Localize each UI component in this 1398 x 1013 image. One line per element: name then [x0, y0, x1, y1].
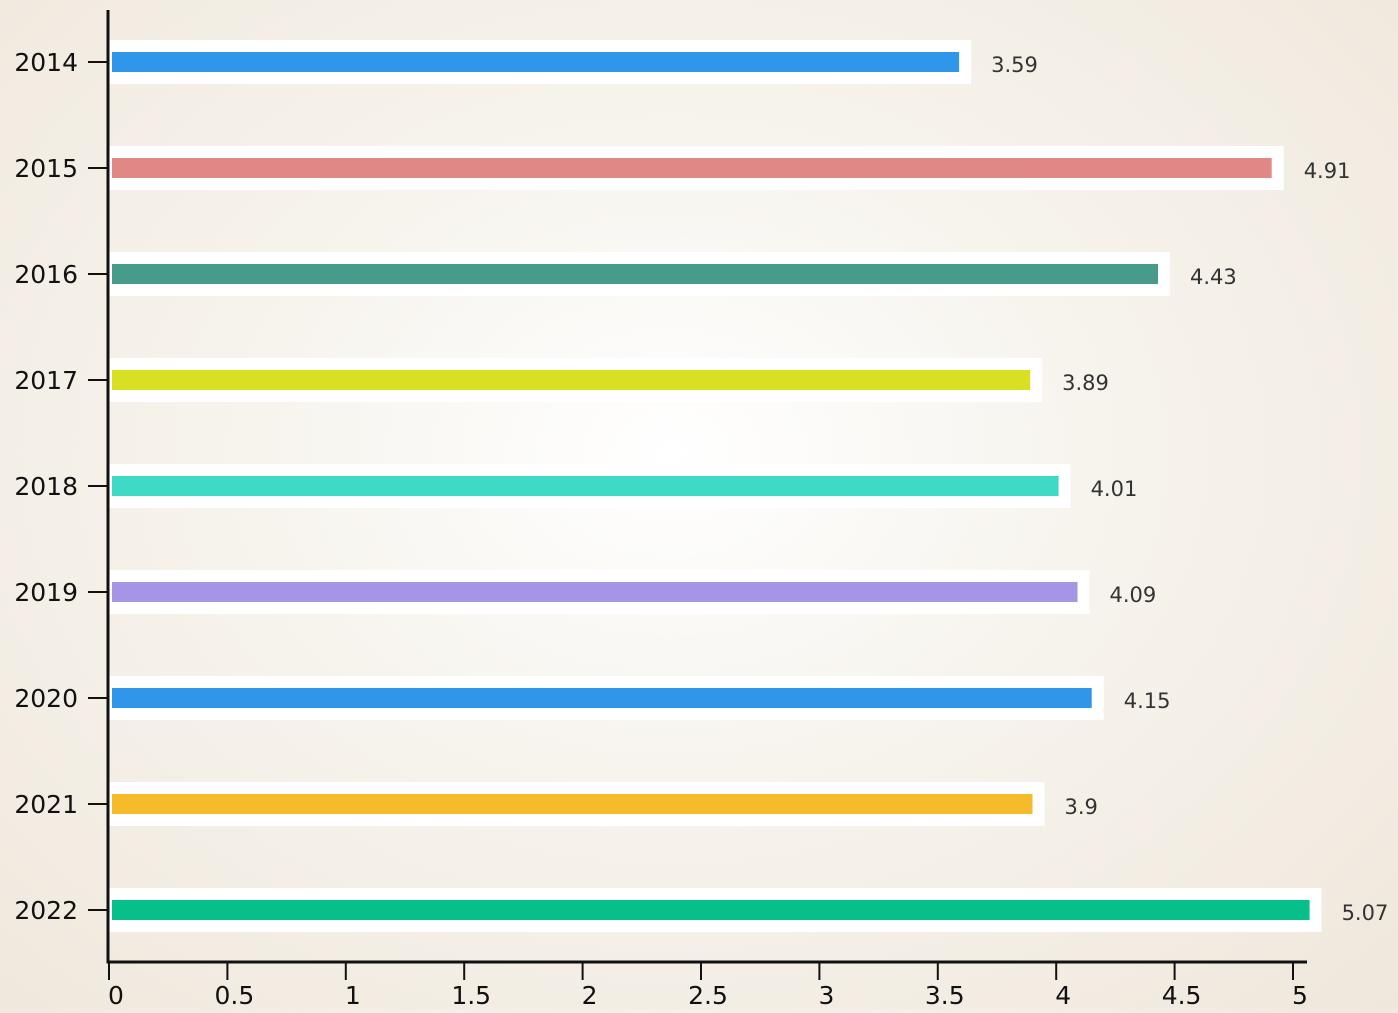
x-tick-label-2.5: 2.5 — [688, 981, 728, 1009]
category-label-2019: 2019 — [14, 578, 78, 607]
category-label-2016: 2016 — [14, 260, 78, 289]
bar-2020 — [112, 688, 1092, 708]
bar-2018 — [112, 476, 1059, 496]
x-tick-label-4: 4 — [1055, 981, 1071, 1009]
x-tick-label-0: 0 — [108, 981, 124, 1009]
bar-2015 — [112, 158, 1272, 178]
bar-2022 — [112, 900, 1310, 920]
bar-2016 — [112, 264, 1159, 284]
category-label-2022: 2022 — [14, 896, 78, 925]
x-tick-label-0.5: 0.5 — [215, 981, 255, 1009]
category-label-2021: 2021 — [14, 790, 78, 819]
bars-layer — [109, 40, 1322, 932]
bar-2017 — [112, 370, 1031, 390]
x-tick-label-1: 1 — [345, 981, 361, 1009]
value-label-2017: 3.89 — [1062, 371, 1109, 395]
x-tick-label-4.5: 4.5 — [1162, 981, 1202, 1009]
value-label-2018: 4.01 — [1091, 477, 1138, 501]
bar-2014 — [112, 52, 960, 72]
category-label-2017: 2017 — [14, 366, 78, 395]
category-label-2018: 2018 — [14, 472, 78, 501]
x-tick-label-2: 2 — [582, 981, 598, 1009]
value-label-2019: 4.09 — [1110, 583, 1157, 607]
bar-2021 — [112, 794, 1033, 814]
bar-2019 — [112, 582, 1078, 602]
axes-layer — [88, 10, 1307, 980]
category-label-2020: 2020 — [14, 684, 78, 713]
x-tick-label-1.5: 1.5 — [451, 981, 491, 1009]
x-tick-label-5: 5 — [1292, 981, 1308, 1009]
value-label-2020: 4.15 — [1124, 689, 1171, 713]
x-tick-label-3.5: 3.5 — [925, 981, 965, 1009]
value-label-2015: 4.91 — [1304, 159, 1351, 183]
category-label-2014: 2014 — [14, 48, 78, 77]
value-label-2022: 5.07 — [1342, 901, 1389, 925]
value-label-2014: 3.59 — [991, 53, 1038, 77]
category-label-2015: 2015 — [14, 154, 78, 183]
value-label-2016: 4.43 — [1190, 265, 1237, 289]
value-label-2021: 3.9 — [1065, 795, 1098, 819]
x-tick-label-3: 3 — [818, 981, 834, 1009]
